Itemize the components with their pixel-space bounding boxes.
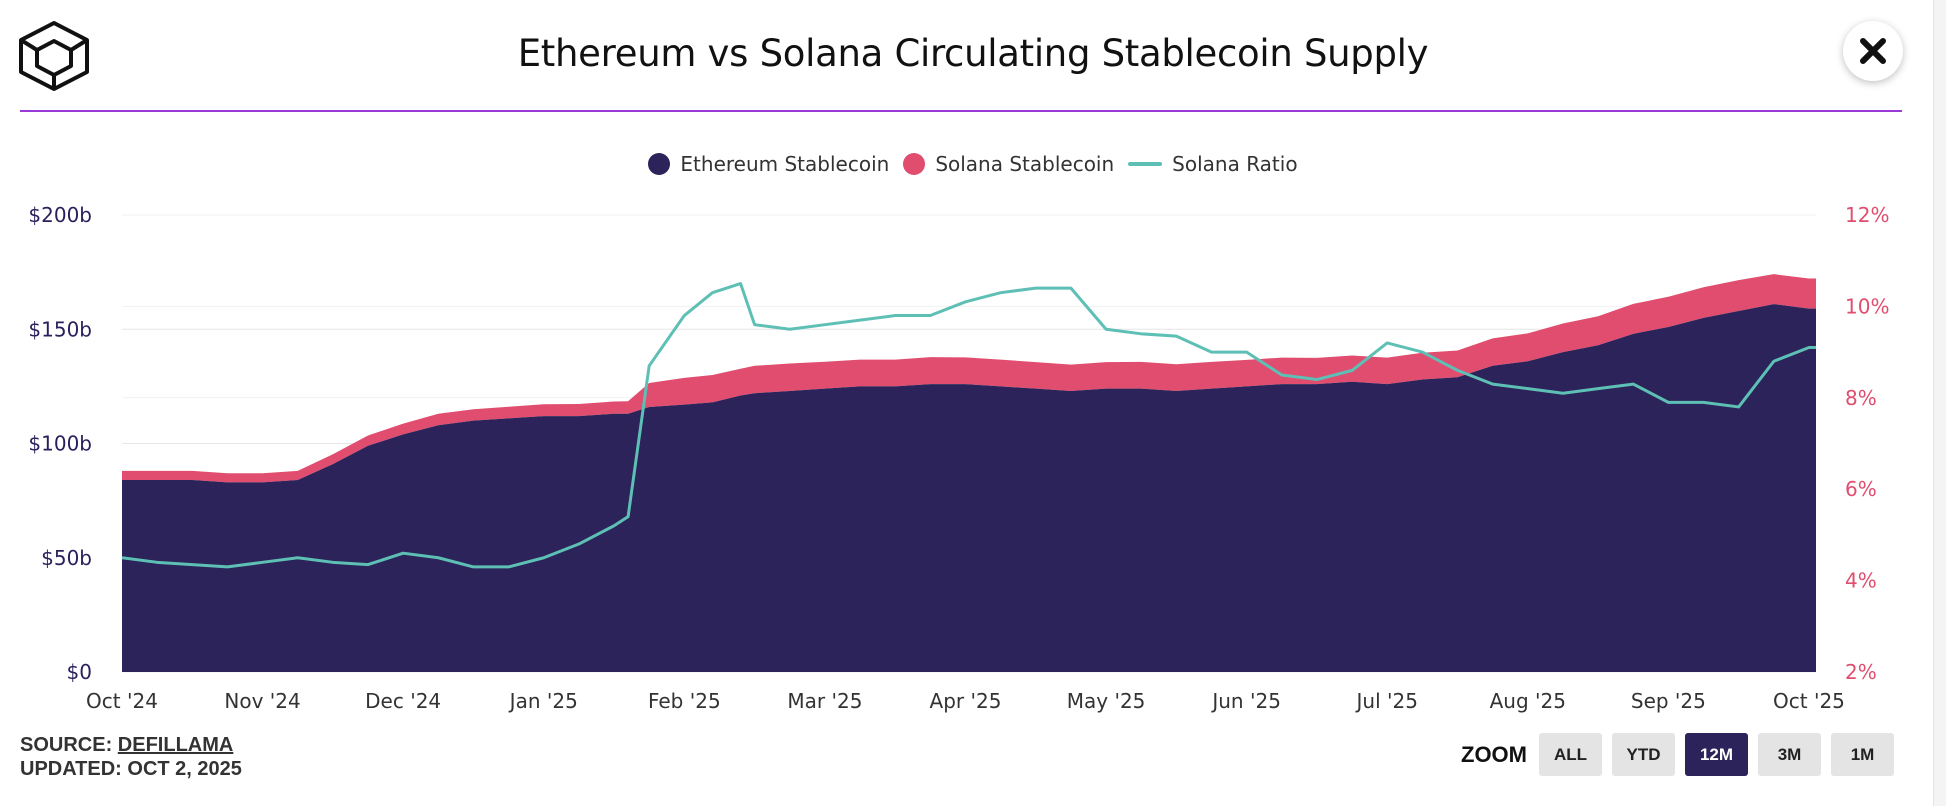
chart-area: $0 $50b $100b $150b $200b 2% 4% 6% 8% 10% 12% Oct '… bbox=[28, 203, 1889, 713]
legend-item-solana[interactable]: Solana Stablecoin bbox=[903, 152, 1114, 176]
series-area-solana-stablecoin bbox=[122, 274, 1816, 483]
legend-label-ethereum: Ethereum Stablecoin bbox=[680, 152, 890, 176]
y-right-tick-label: 2% bbox=[1845, 660, 1877, 684]
y-left-tick-label: $200b bbox=[28, 203, 92, 227]
x-tick-label: Oct '25 bbox=[1773, 689, 1845, 713]
zoom-controls: ZOOM ALL YTD 12M 3M 1M bbox=[1461, 733, 1894, 776]
zoom-ytd-button[interactable]: YTD bbox=[1612, 733, 1675, 776]
zoom-1m-button[interactable]: 1M bbox=[1831, 733, 1894, 776]
page-title: Ethereum vs Solana Circulating Stablecoi… bbox=[517, 32, 1429, 75]
updated-date: UPDATED: OCT 2, 2025 bbox=[20, 758, 242, 780]
y-right-tick-label: 8% bbox=[1845, 386, 1877, 410]
legend-swatch-solana bbox=[903, 153, 926, 175]
x-tick-label: Apr '25 bbox=[930, 689, 1002, 713]
x-tick-label: Jun '25 bbox=[1210, 689, 1281, 713]
zoom-all-button[interactable]: ALL bbox=[1539, 733, 1602, 776]
y-right-tick-label: 12% bbox=[1845, 203, 1889, 227]
y-right-tick-label: 4% bbox=[1845, 569, 1877, 593]
y-left-tick-label: $100b bbox=[28, 432, 92, 456]
x-tick-label: Feb '25 bbox=[648, 689, 721, 713]
legend-swatch-ethereum bbox=[648, 153, 671, 175]
close-icon bbox=[1860, 38, 1886, 64]
source-block: SOURCE: DEFILLAMA UPDATED: OCT 2, 2025 bbox=[20, 733, 242, 781]
source-link[interactable]: DEFILLAMA bbox=[117, 734, 234, 756]
y-left-tick-label: $150b bbox=[28, 317, 92, 341]
series-area-ethereum-stablecoin bbox=[122, 304, 1816, 672]
x-tick-label: Mar '25 bbox=[787, 689, 862, 713]
y-right-tick-label: 10% bbox=[1845, 294, 1889, 318]
legend-label-solana: Solana Stablecoin bbox=[935, 152, 1115, 176]
legend-swatch-solana-ratio bbox=[1128, 162, 1163, 166]
source-prefix: SOURCE: bbox=[20, 734, 118, 756]
y-left-tick-label: $0 bbox=[67, 660, 92, 684]
scrollbar-track[interactable] bbox=[1933, 0, 1946, 806]
series-line-solana-ratio bbox=[121, 282, 1816, 569]
cube-logo-icon bbox=[19, 21, 89, 91]
legend-label-solana-ratio: Solana Ratio bbox=[1172, 152, 1298, 176]
x-tick-label: Jan '25 bbox=[508, 689, 578, 713]
zoom-12m-button[interactable]: 12M bbox=[1685, 733, 1748, 776]
title-divider bbox=[20, 110, 1902, 112]
close-button[interactable] bbox=[1843, 21, 1903, 81]
x-tick-label: Jul '25 bbox=[1355, 689, 1418, 713]
x-tick-label: Nov '24 bbox=[224, 689, 300, 713]
legend-item-ethereum[interactable]: Ethereum Stablecoin bbox=[648, 152, 889, 176]
legend-item-solana-ratio[interactable]: Solana Ratio bbox=[1128, 152, 1298, 176]
x-tick-label: Sep '25 bbox=[1631, 689, 1706, 713]
y-left-tick-label: $50b bbox=[41, 546, 92, 570]
zoom-3m-button[interactable]: 3M bbox=[1758, 733, 1821, 776]
x-tick-label: May '25 bbox=[1067, 689, 1146, 713]
zoom-label: ZOOM bbox=[1461, 741, 1527, 767]
x-tick-label: Oct '24 bbox=[86, 689, 158, 713]
chart-legend: Ethereum Stablecoin Solana Stablecoin So… bbox=[0, 152, 1946, 176]
y-right-tick-label: 6% bbox=[1845, 477, 1877, 501]
x-tick-label: Aug '25 bbox=[1490, 689, 1566, 713]
x-tick-label: Dec '24 bbox=[365, 689, 441, 713]
